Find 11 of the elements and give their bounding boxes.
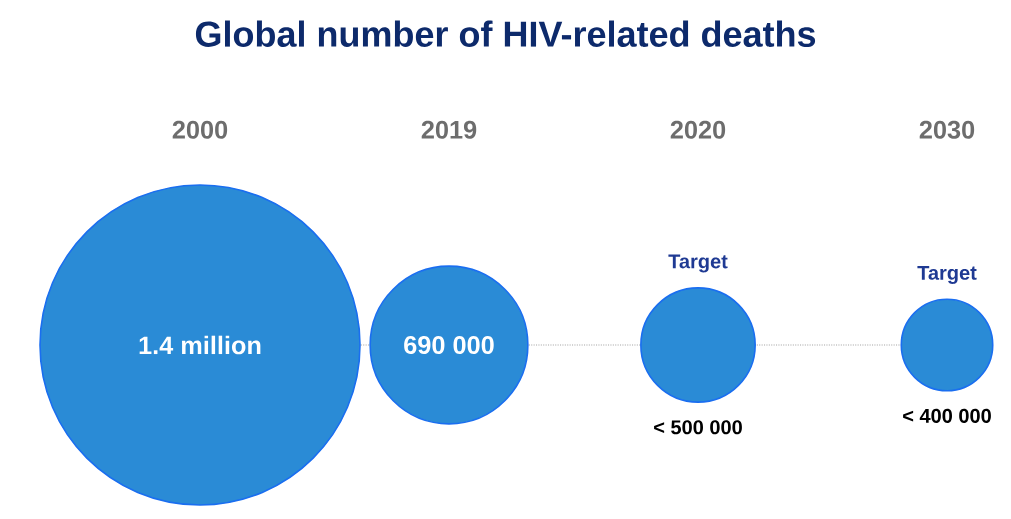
category-label: 2000 (172, 120, 228, 139)
text: Target (917, 265, 977, 284)
data-label: < 400 000 (903, 408, 991, 423)
text: Target (668, 254, 728, 273)
data-label: < 500 000 (654, 420, 742, 435)
text: Global number of HIV-related deaths (195, 20, 816, 47)
data-label: 690 000 (404, 336, 494, 354)
category-label: 2030 (919, 120, 975, 139)
data-label: 1.4 million (139, 335, 261, 355)
category-label: 2020 (670, 120, 726, 139)
category-label: 2019 (421, 120, 477, 139)
